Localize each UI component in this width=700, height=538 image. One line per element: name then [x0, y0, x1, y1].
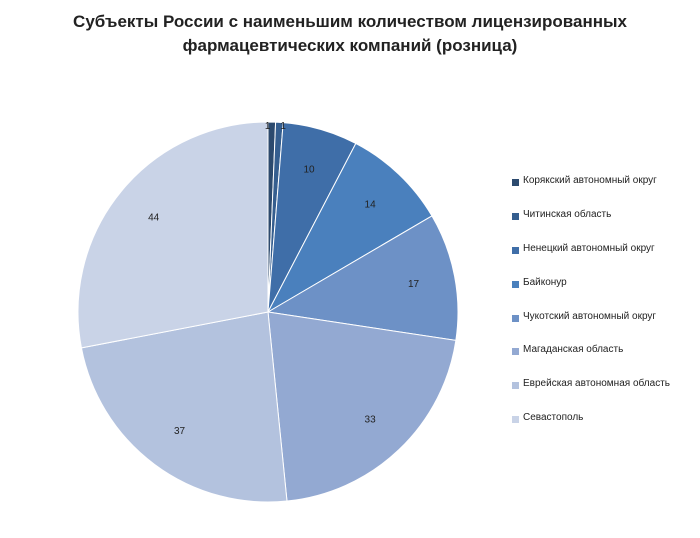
- legend-label: Еврейская автономная область: [523, 378, 670, 390]
- legend-item: Ненецкий автономный округ: [512, 241, 697, 275]
- pie-slice: [267, 311, 457, 502]
- slice-value-label: 1: [280, 121, 286, 132]
- legend-item: Читинская область: [512, 207, 697, 241]
- slice-value-label: 17: [408, 279, 420, 290]
- slice-value-label: 37: [174, 426, 186, 437]
- legend-label: Байконур: [523, 276, 567, 288]
- slice-value-label: 33: [365, 414, 377, 425]
- chart-title: Субъекты России с наименьшим количеством…: [20, 10, 680, 58]
- legend-swatch: [512, 212, 519, 220]
- legend-label: Читинская область: [523, 208, 612, 220]
- pie-slice: [266, 215, 459, 341]
- legend-item: Магаданская область: [512, 342, 697, 376]
- pie-slice: [80, 311, 288, 503]
- legend-swatch: [512, 246, 519, 254]
- legend-swatch: [512, 382, 519, 390]
- legend-label: Ненецкий автономный округ: [523, 242, 655, 254]
- legend-label: Севастополь: [523, 412, 584, 424]
- legend: Корякский автономный округ Читинская обл…: [512, 173, 697, 444]
- pie-slice: [266, 142, 433, 314]
- slice-value-label: 44: [148, 213, 160, 224]
- chart-title-line-1: Субъекты России с наименьшим количеством…: [73, 12, 627, 31]
- legend-swatch: [512, 179, 519, 186]
- legend-item: Чукотский автономный округ: [512, 309, 697, 343]
- slice-value-label: 10: [303, 165, 315, 176]
- legend-item: Еврейская автономная область: [512, 376, 697, 410]
- legend-item: Байконур: [512, 275, 697, 309]
- chart-title-line-2: фармацевтических компаний (розница): [182, 36, 518, 55]
- legend-label: Магаданская область: [523, 344, 624, 356]
- legend-swatch: [512, 416, 519, 424]
- slice-value-label: 1: [265, 121, 271, 132]
- legend-swatch: [512, 280, 519, 288]
- legend-item: Корякский автономный округ: [512, 173, 697, 207]
- pie-slice: [77, 121, 269, 349]
- legend-swatch: [512, 314, 519, 322]
- legend-swatch: [512, 348, 519, 356]
- legend-label: Чукотский автономный округ: [523, 310, 657, 322]
- legend-label: Корякский автономный округ: [523, 175, 657, 186]
- legend-item: Севастополь: [512, 410, 697, 444]
- slice-value-label: 14: [365, 200, 377, 211]
